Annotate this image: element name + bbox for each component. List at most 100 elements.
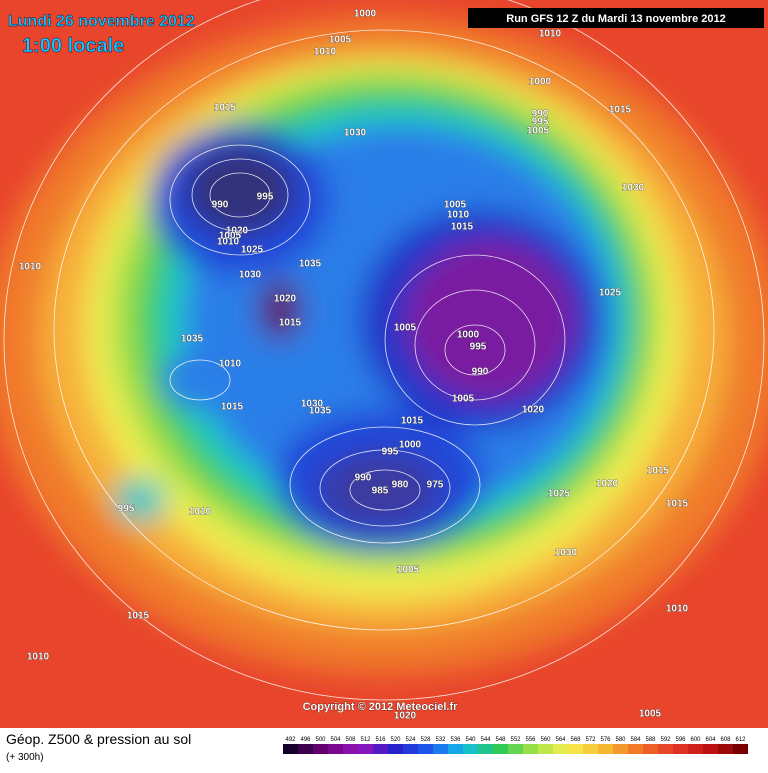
- scale-label: 572: [585, 737, 596, 743]
- isobar-label: 1035: [299, 259, 322, 270]
- scale-swatch: [433, 744, 448, 754]
- scale-swatch: [313, 744, 328, 754]
- scale-label: 552: [510, 737, 521, 743]
- scale-label: 584: [630, 737, 641, 743]
- time: 1:00 locale: [22, 35, 124, 57]
- isobar-label: 1015: [279, 318, 302, 329]
- isobar-label: 1030: [555, 548, 578, 559]
- isobar-labels: 1000100510101010100099099510051015101510…: [19, 8, 689, 722]
- isobar-label: 1005: [452, 394, 475, 405]
- scale-swatch: [583, 744, 598, 754]
- scale-swatch: [283, 744, 298, 754]
- scale-label: 536: [450, 737, 461, 743]
- isobar-label: 1000: [457, 330, 480, 341]
- scale-swatch: [358, 744, 373, 754]
- isobar-label: 995: [470, 342, 487, 353]
- isobar-label: 1025: [241, 245, 264, 256]
- isobar-label: 1015: [401, 416, 424, 427]
- scale-swatch: [643, 744, 658, 754]
- scale-label: 564: [555, 737, 566, 743]
- scale-swatch: [673, 744, 688, 754]
- scale-swatch: [688, 744, 703, 754]
- isobar-label: 1035: [181, 334, 204, 345]
- isobar-label: 975: [427, 480, 444, 491]
- isobar-label: 1010: [314, 47, 337, 58]
- isobar-label: 1000: [529, 77, 552, 88]
- isobar-label: 995: [382, 447, 399, 458]
- scale-label: 512: [360, 737, 371, 743]
- scale-label: 576: [600, 737, 611, 743]
- isobar-label: 985: [372, 486, 389, 497]
- isobar-label: 1010: [447, 210, 470, 221]
- scale-swatch: [493, 744, 508, 754]
- isobar-label: 995: [118, 504, 135, 515]
- date: Lundi 26 novembre 2012: [8, 13, 195, 30]
- isobar-label: 1010: [217, 237, 240, 248]
- scale-label: 560: [540, 737, 551, 743]
- scale-label: 492: [285, 737, 296, 743]
- isobar-label: 1020: [394, 711, 417, 722]
- isobar-label: 1030: [622, 183, 645, 194]
- isobar-label: 1005: [639, 709, 662, 720]
- scale-label: 544: [480, 737, 491, 743]
- legend-title: Géop. Z500 & pression au sol: [6, 731, 191, 747]
- isobar-label: 1025: [548, 489, 571, 500]
- isobar-label: 1030: [239, 270, 262, 281]
- scale-swatch: [538, 744, 553, 754]
- isobar-label: 1010: [219, 359, 242, 370]
- isobar-label: 1005: [397, 565, 420, 576]
- scale-swatch: [328, 744, 343, 754]
- isobar-label: 1015: [214, 103, 237, 114]
- scale-swatch: [343, 744, 358, 754]
- geopotential-field: [0, 15, 768, 675]
- scale-label: 588: [645, 737, 656, 743]
- scale-swatch: [613, 744, 628, 754]
- scale-label: 604: [705, 737, 716, 743]
- isobar-label: 1030: [344, 128, 367, 139]
- isobar-label: 1015: [647, 466, 670, 477]
- scale-label: 580: [615, 737, 626, 743]
- isobar-label: 1015: [609, 105, 632, 116]
- scale-swatch: [628, 744, 643, 754]
- isobar-label: 990: [472, 367, 489, 378]
- copyright: Copyright © 2012 Meteociel.fr: [303, 701, 459, 713]
- scale-label: 520: [390, 737, 401, 743]
- scale-label: 516: [375, 737, 386, 743]
- isobar-label: 1015: [221, 402, 244, 413]
- isobar-label: 1005: [394, 323, 417, 334]
- scale-label: 524: [405, 737, 416, 743]
- isobar-label: 1020: [596, 479, 619, 490]
- scale-swatch: [658, 744, 673, 754]
- color-scale: 492 496 500 504 508 512 516 520 524 528 532 536 540 5…: [283, 737, 748, 754]
- isobar-label: 1020: [522, 405, 545, 416]
- isobar-label: 1005: [444, 200, 467, 211]
- scale-swatch: [718, 744, 733, 754]
- isobar-label: 1000: [399, 440, 422, 451]
- isobar-label: 1025: [599, 288, 622, 299]
- isobar-label: 1005: [527, 126, 550, 137]
- isobar-label: 1020: [226, 226, 249, 237]
- scale-swatch: [703, 744, 718, 754]
- scale-swatch: [403, 744, 418, 754]
- isobar-label: 1015: [451, 222, 474, 233]
- scale-label: 596: [675, 737, 686, 743]
- scale-label: 508: [345, 737, 356, 743]
- run-box: [468, 8, 764, 28]
- isobar-label: 1005: [219, 231, 242, 242]
- isobar-label: 1010: [19, 262, 42, 273]
- scale-swatch: [568, 744, 583, 754]
- scale-label: 496: [300, 737, 311, 743]
- isobar-label: 1010: [666, 604, 689, 615]
- isobar-label: 980: [392, 480, 409, 491]
- scale-label: 500: [315, 737, 326, 743]
- scale-swatch: [388, 744, 403, 754]
- isobar-label: 1020: [274, 294, 297, 305]
- run-info: Run GFS 12 Z du Mardi 13 novembre 2012: [506, 13, 725, 25]
- scale-swatch: [508, 744, 523, 754]
- scale-swatch: [373, 744, 388, 754]
- isobar-label: 990: [355, 473, 372, 484]
- scale-swatch: [523, 744, 538, 754]
- isobar-label: 995: [532, 117, 549, 128]
- scale-swatch: [448, 744, 463, 754]
